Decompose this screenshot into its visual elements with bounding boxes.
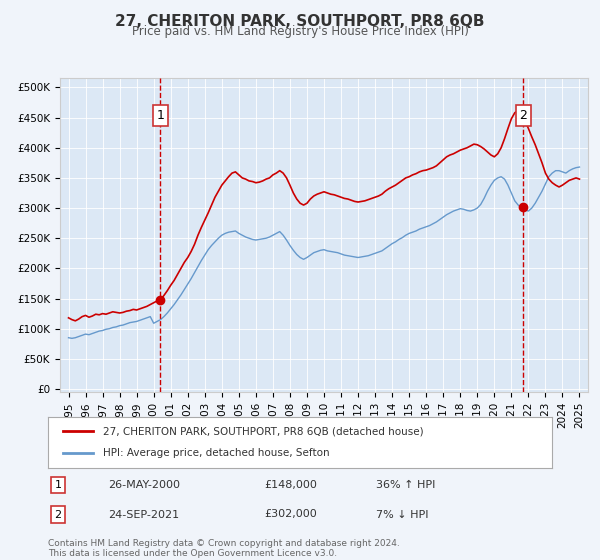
Text: 1: 1 <box>55 480 62 490</box>
Text: £302,000: £302,000 <box>265 510 317 520</box>
Text: 27, CHERITON PARK, SOUTHPORT, PR8 6QB (detached house): 27, CHERITON PARK, SOUTHPORT, PR8 6QB (d… <box>103 426 424 436</box>
Text: HPI: Average price, detached house, Sefton: HPI: Average price, detached house, Seft… <box>103 449 330 459</box>
Text: Price paid vs. HM Land Registry's House Price Index (HPI): Price paid vs. HM Land Registry's House … <box>131 25 469 38</box>
Text: 2: 2 <box>55 510 62 520</box>
Text: 7% ↓ HPI: 7% ↓ HPI <box>376 510 428 520</box>
Text: This data is licensed under the Open Government Licence v3.0.: This data is licensed under the Open Gov… <box>48 549 337 558</box>
Text: Contains HM Land Registry data © Crown copyright and database right 2024.: Contains HM Land Registry data © Crown c… <box>48 539 400 548</box>
Text: 1: 1 <box>157 109 164 122</box>
Text: 2: 2 <box>520 109 527 122</box>
Text: 24-SEP-2021: 24-SEP-2021 <box>109 510 179 520</box>
Text: £148,000: £148,000 <box>265 480 317 490</box>
Text: 36% ↑ HPI: 36% ↑ HPI <box>376 480 435 490</box>
Text: 27, CHERITON PARK, SOUTHPORT, PR8 6QB: 27, CHERITON PARK, SOUTHPORT, PR8 6QB <box>115 14 485 29</box>
Text: 26-MAY-2000: 26-MAY-2000 <box>109 480 181 490</box>
